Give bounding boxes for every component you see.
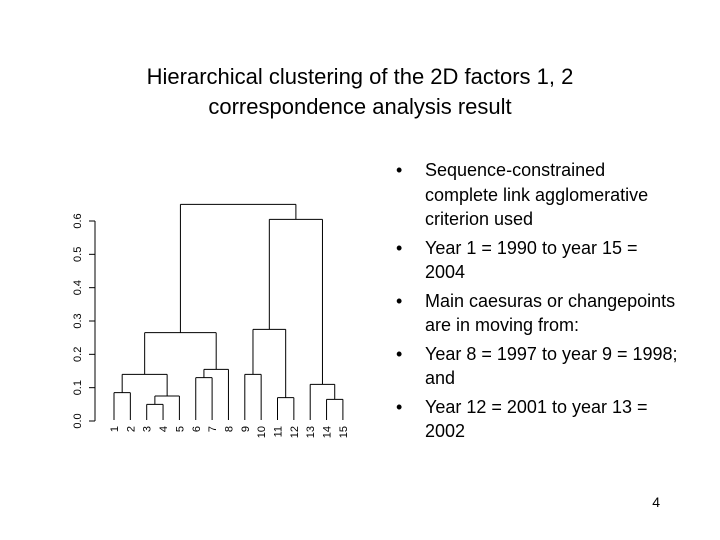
title-line-2: correspondence analysis result bbox=[208, 94, 512, 119]
leaf-label: 2 bbox=[125, 426, 137, 432]
y-tick-label: 0.4 bbox=[72, 280, 84, 295]
leaf-label: 1 bbox=[109, 426, 121, 432]
leaf-label: 10 bbox=[256, 426, 268, 438]
leaf-label: 15 bbox=[338, 426, 350, 438]
bullet-item: Year 8 = 1997 to year 9 = 1998; and bbox=[392, 342, 682, 391]
y-tick-label: 0.1 bbox=[72, 380, 84, 395]
leaf-label: 9 bbox=[240, 426, 252, 432]
y-tick-label: 0.5 bbox=[72, 247, 84, 262]
page-number: 4 bbox=[652, 494, 660, 510]
leaf-label: 14 bbox=[322, 426, 334, 438]
leaf-label: 3 bbox=[142, 426, 154, 432]
title-line-1: Hierarchical clustering of the 2D factor… bbox=[146, 64, 574, 89]
leaf-label: 11 bbox=[273, 426, 285, 437]
y-tick-label: 0.2 bbox=[72, 347, 84, 362]
leaf-label: 4 bbox=[158, 426, 170, 432]
bullet-item: Sequence-constrained complete link agglo… bbox=[392, 158, 682, 232]
leaf-label: 13 bbox=[305, 426, 317, 438]
bullet-list: Sequence-constrained complete link agglo… bbox=[392, 158, 682, 448]
bullet-item: Main caesuras or changepoints are in mov… bbox=[392, 289, 682, 338]
bullet-item: Year 1 = 1990 to year 15 = 2004 bbox=[392, 236, 682, 285]
leaf-label: 6 bbox=[191, 426, 203, 432]
y-tick-label: 0.6 bbox=[72, 213, 84, 228]
leaf-label: 12 bbox=[289, 426, 301, 438]
y-tick-label: 0.0 bbox=[72, 413, 84, 428]
leaf-label: 5 bbox=[174, 426, 186, 432]
bullet-item: Year 12 = 2001 to year 13 = 2002 bbox=[392, 395, 682, 444]
slide-title: Hierarchical clustering of the 2D factor… bbox=[60, 62, 660, 122]
y-tick-label: 0.3 bbox=[72, 313, 84, 328]
leaf-label: 8 bbox=[223, 426, 235, 432]
leaf-label: 7 bbox=[207, 426, 219, 432]
